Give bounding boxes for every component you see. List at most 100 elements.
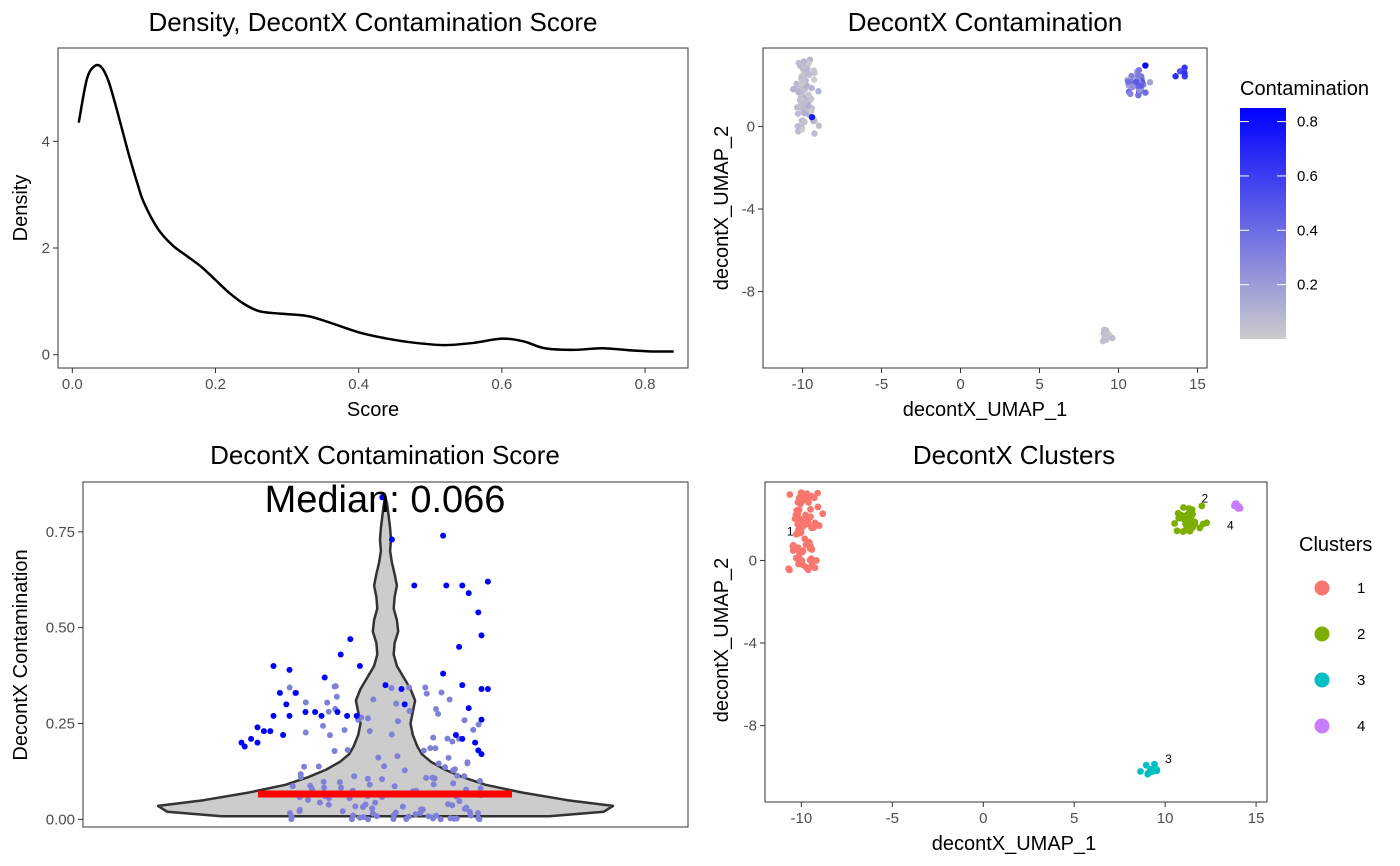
violin-point xyxy=(321,784,328,791)
contamination-point xyxy=(1142,62,1149,69)
violin-point xyxy=(356,814,363,821)
cluster-point-1 xyxy=(803,490,811,498)
contamination-point xyxy=(1135,92,1142,99)
violin-point xyxy=(461,717,468,724)
violin-point-high xyxy=(312,709,319,715)
clusters-umap-y-tick-label: -4 xyxy=(744,635,757,652)
cluster-label-3: 3 xyxy=(1165,752,1172,766)
violin-point-high xyxy=(401,701,408,708)
violin-point xyxy=(351,773,358,780)
clusters-umap-x-tick-label: 0 xyxy=(979,810,987,827)
contamination-umap-x-tick-label: -5 xyxy=(875,376,888,393)
cluster-point-1 xyxy=(813,557,820,564)
cluster-point-3 xyxy=(1137,768,1144,775)
violin-point-high xyxy=(292,689,299,696)
cluster-point-2 xyxy=(1184,511,1191,518)
contamination-umap-x-axis-title: decontX_UMAP_1 xyxy=(903,399,1068,421)
legend-key-cluster-3 xyxy=(1314,672,1330,688)
violin-point-high xyxy=(280,732,287,738)
clusters-umap-x-axis-title: decontX_UMAP_1 xyxy=(932,833,1097,855)
cluster-point-3 xyxy=(1151,760,1158,768)
clusters-legend-title: Clusters xyxy=(1299,534,1372,556)
violin-title: DecontX Contamination Score xyxy=(210,440,560,470)
violin-point xyxy=(315,763,322,770)
violin-point-high xyxy=(459,735,466,742)
contamination-point xyxy=(1129,83,1137,91)
cluster-point-1 xyxy=(808,561,816,569)
violin-point xyxy=(359,804,366,811)
cluster-point-1 xyxy=(807,505,814,513)
cluster-point-1 xyxy=(819,510,827,518)
violin-panel-border xyxy=(82,481,689,828)
contamination-point xyxy=(794,110,802,117)
violin-point xyxy=(449,802,456,809)
contamination-colorbar xyxy=(1240,108,1286,339)
contamination-point xyxy=(810,76,818,83)
cluster-point-2 xyxy=(1182,520,1189,528)
contamination-umap-y-axis-title: decontX_UMAP_2 xyxy=(711,126,733,291)
contamination-umap-x-axis: -10 -5 0 5 10 15 xyxy=(792,368,1206,393)
cluster-point-2 xyxy=(1176,513,1184,521)
violin-point-high xyxy=(465,590,472,597)
cluster-point-1 xyxy=(795,560,802,568)
violin-point-high xyxy=(344,712,351,719)
clusters-umap-x-tick-label: -5 xyxy=(886,810,899,827)
violin-shape xyxy=(156,496,615,818)
violin-point xyxy=(370,696,377,703)
violin-point xyxy=(286,684,293,691)
legend-label-cluster-1: 1 xyxy=(1357,580,1365,597)
cluster-point-2 xyxy=(1191,518,1199,526)
clusters-umap-y-tick-label: 0 xyxy=(749,552,757,569)
violin-point-high xyxy=(456,643,463,650)
violin-point xyxy=(438,689,445,696)
violin-point xyxy=(379,776,386,783)
violin-point xyxy=(372,799,379,806)
contamination-point xyxy=(799,87,806,95)
violin-point-high xyxy=(347,636,354,643)
violin-point xyxy=(289,783,296,790)
contamination-point xyxy=(1128,72,1135,80)
violin-point xyxy=(447,815,454,822)
violin-point xyxy=(364,715,371,722)
contamination-point xyxy=(805,70,813,77)
contamination-umap-x-tick-label: 15 xyxy=(1189,376,1206,393)
contamination-point xyxy=(815,88,822,95)
violin-point xyxy=(442,764,449,771)
contamination-point xyxy=(815,122,823,129)
violin-point-high xyxy=(475,609,482,616)
contamination-point xyxy=(1181,69,1188,77)
cluster-point-1 xyxy=(805,499,812,506)
contamination-point xyxy=(798,126,806,133)
density-panel-border xyxy=(57,47,689,369)
violin-point xyxy=(470,726,477,733)
contamination-point xyxy=(807,107,815,115)
contamination-point xyxy=(1142,89,1149,96)
cluster-point-2 xyxy=(1171,520,1178,527)
violin-point xyxy=(339,808,346,815)
clusters-umap-x-tick-label: -10 xyxy=(791,810,813,827)
density-x-tick-label: 0.2 xyxy=(205,376,226,393)
clusters-umap-title: DecontX Clusters xyxy=(913,440,1115,470)
contamination-umap-x-tick-label: 10 xyxy=(1110,376,1127,393)
violin-point-high xyxy=(411,582,418,589)
contamination-point xyxy=(1135,71,1142,79)
density-y-tick-label: 0 xyxy=(42,347,50,364)
cluster-points xyxy=(785,489,1244,778)
cluster-label-1: 1 xyxy=(787,525,794,539)
violin-point xyxy=(325,708,332,715)
violin-point xyxy=(430,781,437,788)
violin-point xyxy=(474,810,481,817)
violin-point xyxy=(316,799,323,806)
contamination-point xyxy=(1181,64,1188,71)
density-x-tick-label: 0.4 xyxy=(348,376,369,393)
clusters-umap-x-tick-label: 5 xyxy=(1070,810,1078,827)
violin-point xyxy=(435,760,442,767)
contamination-point xyxy=(1137,82,1145,89)
contamination-point xyxy=(1172,73,1179,80)
violin-point xyxy=(430,734,437,741)
violin-panel: DecontX Contamination Score Median: 0.06… xyxy=(10,440,689,828)
violin-point xyxy=(429,774,436,781)
cluster-point-3 xyxy=(1153,766,1161,774)
violin-points xyxy=(238,494,491,823)
cluster-label-4: 4 xyxy=(1227,518,1234,532)
